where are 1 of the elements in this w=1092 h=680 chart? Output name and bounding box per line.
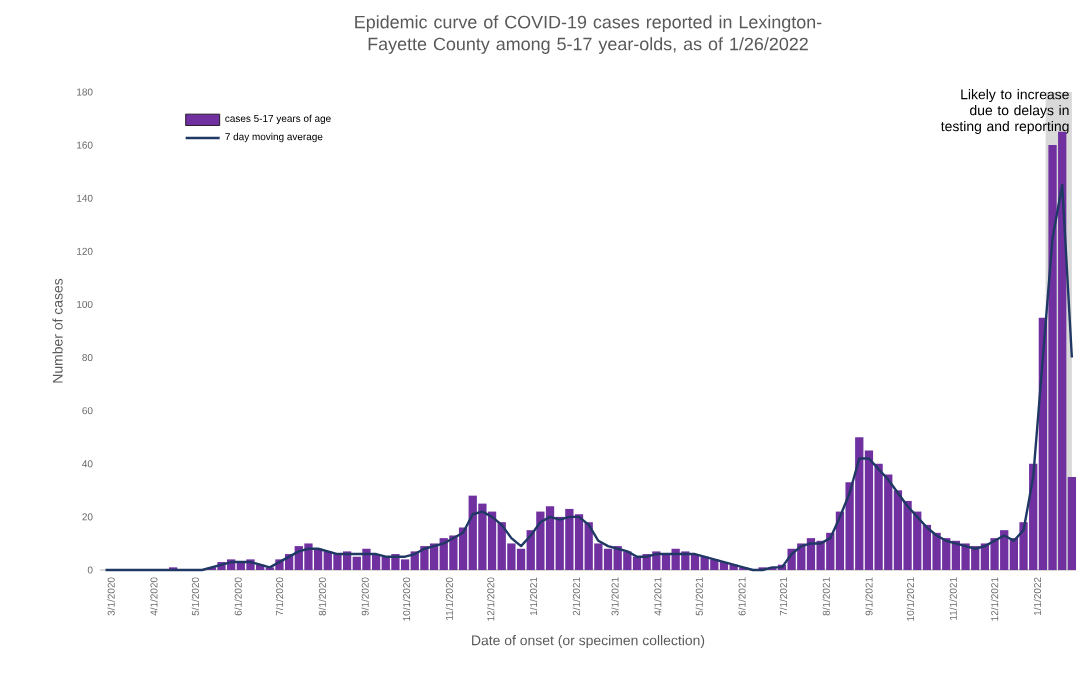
- chart-title: Epidemic curve of COVID-19 cases reported in Lexington-Fayette County among 5-17 year-olds, as of 1/26/2022: [355, 15, 822, 54]
